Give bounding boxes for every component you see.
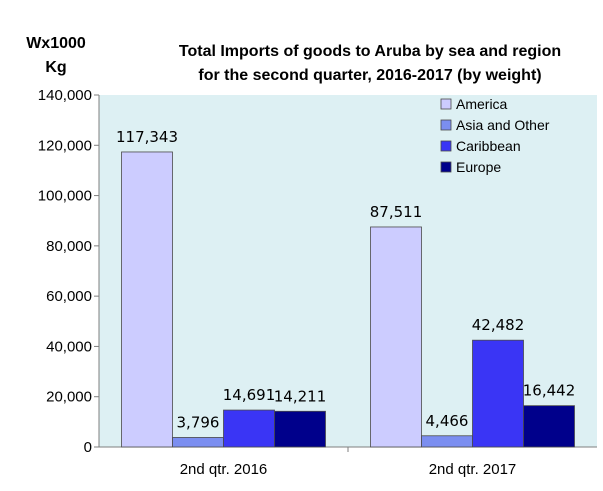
legend-swatch [440,98,452,110]
legend-label: America [456,96,508,112]
data-label: 14,691 [223,386,276,404]
data-label: 117,343 [116,128,178,146]
chart-title: Total Imports of goods to Aruba by sea a… [179,43,561,84]
y-axis-label-line: Kg [45,59,66,76]
y-tick-label: 100,000 [38,188,92,205]
bar [223,409,275,448]
chart-title-line: for the second quarter, 2016-2017 (by we… [198,67,541,84]
y-axis-label: Wx1000 Kg [26,35,86,76]
legend: America Asia and Other Caribbean Europe [440,96,550,175]
legend-label: Asia and Other [456,117,550,133]
bar [523,405,575,448]
y-axis-label-line: Wx1000 [26,35,86,52]
legend-label: Caribbean [456,138,521,154]
y-tick-label: 0 [84,439,92,456]
x-tick-label: 2nd qtr. 2016 [180,461,268,478]
legend-label: Europe [456,159,501,175]
bar [370,226,422,448]
bar [172,437,224,448]
legend-swatch [440,119,452,131]
data-label: 42,482 [472,316,525,334]
y-tick-label: 40,000 [46,338,92,355]
y-tick-label: 60,000 [46,288,92,305]
data-label: 3,796 [177,413,220,431]
chart-title-line: Total Imports of goods to Aruba by sea a… [179,43,561,60]
data-label: 87,511 [370,203,423,221]
y-tick-label: 120,000 [38,137,92,154]
y-tick-label: 140,000 [38,87,92,104]
bar [121,151,173,448]
legend-swatch [440,140,452,152]
bar [472,339,524,448]
data-label: 14,211 [274,387,327,405]
y-tick-label: 20,000 [46,389,92,406]
bar [421,435,473,448]
y-tick-label: 80,000 [46,238,92,255]
x-tick-label: 2nd qtr. 2017 [429,461,517,478]
legend-swatch [440,161,452,173]
data-label: 4,466 [426,412,469,430]
axes: 0 20,000 40,000 60,000 80,000 100,000 120,000 1… [38,87,597,478]
bar [274,410,326,448]
data-label: 16,442 [523,382,576,400]
